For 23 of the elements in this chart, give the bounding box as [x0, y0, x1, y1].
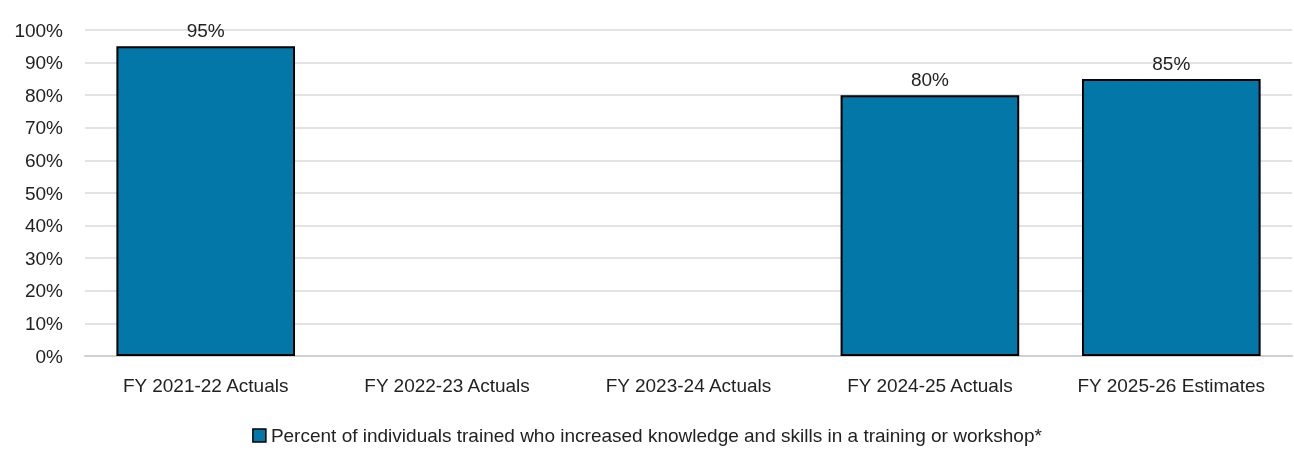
y-tick-label: 0%	[35, 345, 64, 367]
bar	[116, 46, 296, 356]
y-tick-label: 40%	[24, 215, 64, 237]
x-tick-label: FY 2023-24 Actuals	[605, 375, 772, 396]
y-tick-label: 70%	[24, 117, 64, 139]
y-tick-label: 30%	[24, 247, 64, 269]
y-tick-label: 50%	[24, 182, 64, 204]
bar	[840, 95, 1020, 356]
data-label: 85%	[1152, 52, 1191, 74]
legend-label: Percent of individuals trained who increased knowledge and skills in a training or workshop*	[270, 425, 1043, 446]
x-tick-label: FY 2025-26 Estimates	[1077, 375, 1266, 396]
y-tick-label: 90%	[24, 52, 64, 74]
x-tick-label: FY 2022-23 Actuals	[364, 375, 530, 396]
y-tick-label: 60%	[24, 149, 64, 171]
x-tick-label: FY 2021-22 Actuals	[122, 375, 289, 396]
y-tick-label: 10%	[24, 312, 64, 334]
data-label: 80%	[910, 69, 950, 91]
y-tick-label: 80%	[24, 84, 64, 106]
data-label: 95%	[186, 20, 225, 42]
bar	[1081, 78, 1261, 356]
x-tick-label: FY 2024-25 Actuals	[847, 375, 1013, 396]
y-tick-label: 100%	[14, 19, 64, 41]
y-tick-label: 20%	[24, 280, 64, 302]
